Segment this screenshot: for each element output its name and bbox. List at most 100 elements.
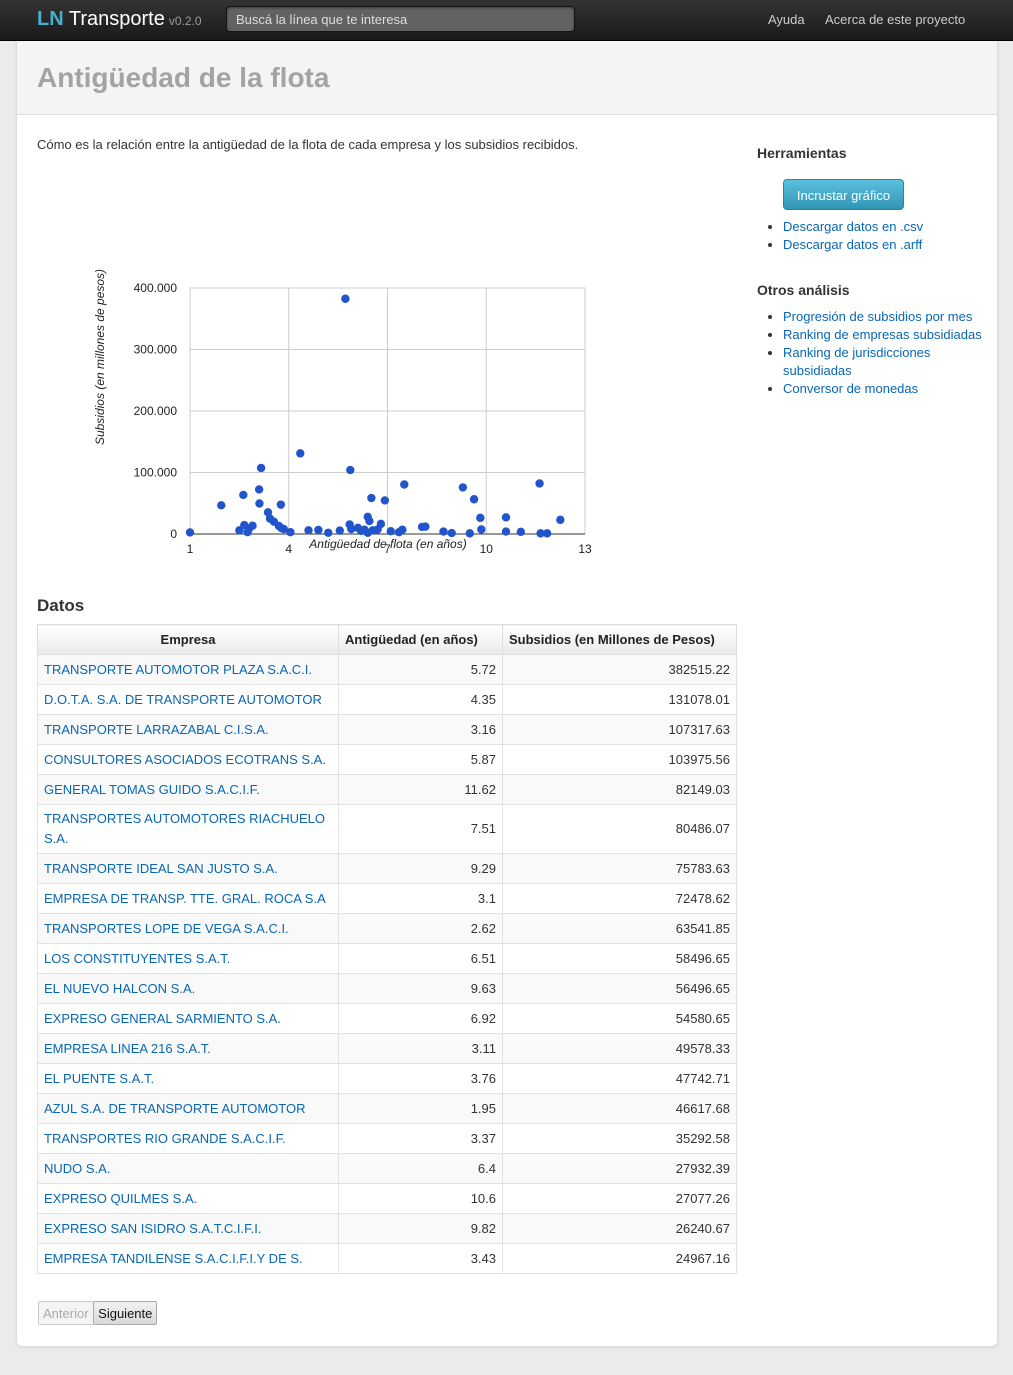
data-point[interactable]	[380, 496, 390, 505]
empresa-link[interactable]: GENERAL TOMAS GUIDO S.A.C.I.F.	[44, 781, 260, 797]
data-point[interactable]	[469, 495, 479, 504]
cell-empresa: LOS CONSTITUYENTES S.A.T.	[37, 943, 339, 974]
empresa-link[interactable]: AZUL S.A. DE TRANSPORTE AUTOMOTOR	[44, 1100, 306, 1116]
download-csv-link[interactable]: Descargar datos en .csv	[783, 219, 924, 234]
data-point[interactable]	[400, 480, 409, 489]
data-point[interactable]	[235, 526, 244, 535]
data-point[interactable]	[346, 465, 355, 475]
empresa-link[interactable]: EL NUEVO HALCON S.A.	[44, 980, 196, 996]
cell-empresa: EXPRESO QUILMES S.A.	[37, 1183, 339, 1214]
data-point[interactable]	[477, 525, 486, 534]
column-header-antiguedad[interactable]: Antigüedad (en años)	[338, 624, 503, 655]
nav-link-ayuda[interactable]: Ayuda	[768, 12, 805, 27]
nav-link-acerca[interactable]: Acerca de este proyecto	[825, 12, 966, 27]
data-point[interactable]	[465, 529, 474, 538]
data-point[interactable]	[286, 527, 295, 537]
data-point[interactable]	[314, 525, 323, 535]
data-point[interactable]	[363, 528, 372, 537]
empresa-link[interactable]: EMPRESA TANDILENSE S.A.C.I.F.I.Y DE S.	[44, 1250, 303, 1266]
next-page-button[interactable]: Siguiente	[93, 1301, 158, 1325]
data-point[interactable]	[458, 483, 468, 492]
empresa-link[interactable]: CONSULTORES ASOCIADOS ECOTRANS S.A.	[44, 751, 326, 767]
empresa-link[interactable]: EXPRESO GENERAL SARMIENTO S.A.	[44, 1010, 281, 1026]
search-input[interactable]	[226, 6, 575, 32]
data-point[interactable]	[341, 294, 350, 303]
data-point[interactable]	[501, 527, 511, 536]
cell-antiguedad: 5.87	[338, 744, 503, 775]
previous-page-button[interactable]: Anterior	[38, 1301, 94, 1325]
data-point[interactable]	[296, 449, 305, 458]
link-ranking-jurisdicciones[interactable]: Ranking de jurisdicciones subsidiadas	[783, 345, 931, 378]
data-point[interactable]	[356, 526, 366, 536]
data-point[interactable]	[276, 500, 286, 509]
brand-logo[interactable]: LN Transporte v0.2.0	[37, 8, 202, 32]
empresa-link[interactable]: TRANSPORTE LARRAZABAL C.I.S.A.	[44, 721, 269, 737]
column-header-subsidios[interactable]: Subsidios (en Millones de Pesos)	[502, 624, 737, 655]
data-point[interactable]	[367, 493, 376, 503]
empresa-link[interactable]: TRANSPORTE AUTOMOTOR PLAZA S.A.C.I.	[44, 661, 313, 677]
empresa-link[interactable]: EMPRESA LINEA 216 S.A.T.	[44, 1040, 211, 1056]
column-header-empresa[interactable]: Empresa	[37, 624, 339, 655]
download-arff-link[interactable]: Descargar datos en .arff	[783, 237, 923, 252]
cell-antiguedad: 9.63	[338, 973, 503, 1004]
empresa-link[interactable]: NUDO S.A.	[44, 1160, 111, 1176]
data-point[interactable]	[536, 529, 545, 538]
data-point[interactable]	[279, 524, 289, 534]
data-point[interactable]	[304, 526, 313, 535]
empresa-link[interactable]: TRANSPORTES RIO GRANDE S.A.C.I.F.	[44, 1130, 286, 1146]
data-point[interactable]	[417, 522, 427, 532]
empresa-link[interactable]: EL PUENTE S.A.T.	[44, 1070, 155, 1086]
data-point[interactable]	[542, 529, 552, 538]
data-point[interactable]	[239, 490, 248, 500]
empresa-link[interactable]: TRANSPORTES AUTOMOTORES RIACHUELO S.A.	[44, 811, 325, 846]
empresa-link[interactable]: EXPRESO QUILMES S.A.	[44, 1190, 198, 1206]
empresa-link[interactable]: TRANSPORTE IDEAL SAN JUSTO S.A.	[44, 860, 278, 876]
cell-subsidios: 72478.62	[502, 883, 737, 914]
cell-subsidios: 382515.22	[502, 654, 737, 685]
cell-subsidios: 26240.67	[502, 1213, 737, 1244]
empresa-link[interactable]: EXPRESO SAN ISIDRO S.A.T.C.I.F.I.	[44, 1220, 262, 1236]
data-point[interactable]	[476, 513, 485, 523]
data-point[interactable]	[243, 527, 252, 537]
table-row: EMPRESA LINEA 216 S.A.T. 3.11 49578.33	[37, 1033, 737, 1064]
data-point[interactable]	[535, 479, 544, 488]
data-point[interactable]	[347, 524, 356, 534]
data-point[interactable]	[185, 528, 195, 537]
table-header-row: Empresa Antigüedad (en años) Subsidios (…	[37, 624, 737, 655]
data-point[interactable]	[447, 528, 456, 538]
empresa-link[interactable]: EMPRESA DE TRANSP. TTE. GRAL. ROCA S.A	[44, 890, 326, 906]
chart-points	[185, 294, 565, 538]
cell-empresa: TRANSPORTES AUTOMOTORES RIACHUELO S.A.	[37, 804, 339, 854]
cell-antiguedad: 9.29	[338, 853, 503, 884]
data-point[interactable]	[263, 508, 273, 517]
table-row: D.O.T.A. S.A. DE TRANSPORTE AUTOMOTOR 4.3…	[37, 684, 737, 715]
empresa-link[interactable]: LOS CONSTITUYENTES S.A.T.	[44, 950, 231, 966]
cell-subsidios: 47742.71	[502, 1063, 737, 1094]
cell-subsidios: 80486.07	[502, 804, 737, 854]
empresa-link[interactable]: D.O.T.A. S.A. DE TRANSPORTE AUTOMOTOR	[44, 691, 322, 707]
data-point[interactable]	[255, 499, 264, 508]
data-point[interactable]	[386, 527, 395, 536]
empresa-link[interactable]: TRANSPORTES LOPE DE VEGA S.A.C.I.	[44, 920, 289, 936]
data-point[interactable]	[365, 516, 374, 526]
link-progresion-subsidios[interactable]: Progresión de subsidios por mes	[783, 309, 973, 324]
cell-antiguedad: 3.37	[338, 1123, 503, 1154]
data-point[interactable]	[254, 485, 264, 494]
data-point[interactable]	[324, 528, 333, 537]
embed-chart-button[interactable]: Incrustar gráfico	[783, 179, 904, 210]
data-point[interactable]	[394, 527, 404, 537]
data-point[interactable]	[217, 501, 226, 510]
version-label: v0.2.0	[168, 14, 202, 28]
cell-antiguedad: 7.51	[338, 804, 503, 854]
link-ranking-empresas[interactable]: Ranking de empresas subsidiadas	[783, 327, 982, 342]
data-point[interactable]	[256, 463, 266, 473]
cell-antiguedad: 6.4	[338, 1153, 503, 1184]
data-point[interactable]	[439, 527, 448, 536]
data-point[interactable]	[556, 515, 565, 525]
data-point[interactable]	[516, 527, 526, 537]
data-point[interactable]	[335, 526, 344, 535]
data-point[interactable]	[501, 513, 511, 522]
cell-empresa: EMPRESA TANDILENSE S.A.C.I.F.I.Y DE S.	[37, 1243, 339, 1274]
cell-antiguedad: 4.35	[338, 684, 503, 715]
link-conversor-monedas[interactable]: Conversor de monedas	[783, 381, 919, 396]
